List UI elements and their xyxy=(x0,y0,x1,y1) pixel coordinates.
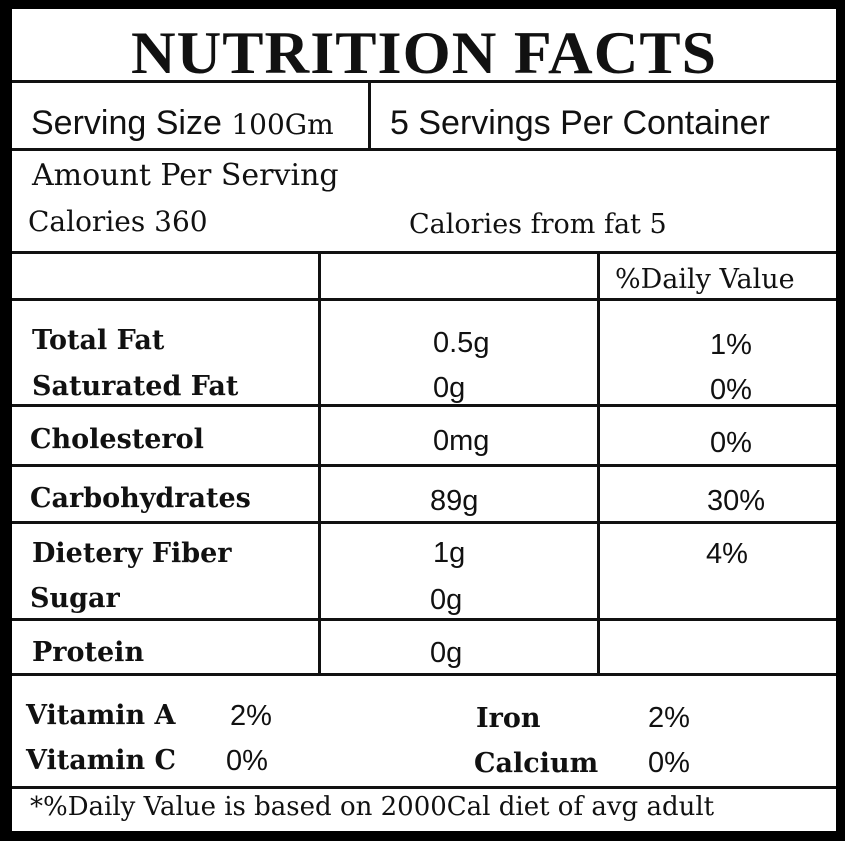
label-title: NUTRITION FACTS xyxy=(130,20,718,86)
divider xyxy=(12,80,836,83)
column-divider xyxy=(597,253,600,674)
divider xyxy=(12,464,836,467)
divider xyxy=(12,786,836,789)
nutrient-amount: 0.5g xyxy=(433,327,490,359)
serving-size: Serving Size 100Gm xyxy=(31,106,334,140)
vitamin-c-value: 0% xyxy=(226,745,268,777)
calcium-label: Calcium xyxy=(474,748,599,779)
calories: Calories 360 xyxy=(28,208,208,236)
nutrient-amount: 1g xyxy=(433,537,466,569)
divider xyxy=(12,251,836,254)
nutrition-label: NUTRITION FACTS Serving Size 100Gm 5 Ser… xyxy=(12,9,836,831)
nutrient-dv: 30% xyxy=(707,485,766,517)
calories-value: 360 xyxy=(154,205,208,238)
calories-label: Calories xyxy=(28,205,146,238)
serving-size-value: 100Gm xyxy=(231,108,334,141)
column-divider xyxy=(318,253,321,674)
servings-per-container: 5 Servings Per Container xyxy=(390,104,770,142)
divider xyxy=(12,673,836,676)
divider xyxy=(12,298,836,301)
calories-from-fat: Calories from fat 5 xyxy=(409,209,667,240)
footnote: *%Daily Value is based on 2000Cal diet o… xyxy=(30,792,715,822)
nutrient-name: Total Fat xyxy=(32,325,165,356)
serving-size-label: Serving Size xyxy=(31,104,222,142)
nutrient-amount: 0mg xyxy=(433,425,490,457)
nutrient-amount: 0g xyxy=(433,372,466,404)
vitamin-c-label: Vitamin C xyxy=(26,745,177,776)
divider xyxy=(12,148,836,151)
iron-label: Iron xyxy=(476,703,541,734)
column-divider xyxy=(368,82,371,149)
amount-per-serving: Amount Per Serving xyxy=(32,158,339,193)
nutrient-name: Protein xyxy=(32,637,145,668)
calcium-value: 0% xyxy=(648,747,690,779)
nutrient-amount: 0g xyxy=(430,584,463,616)
nutrient-name: Carbohydrates xyxy=(30,483,251,514)
nutrient-dv: 0% xyxy=(710,427,752,459)
divider xyxy=(12,618,836,621)
nutrient-name: Sugar xyxy=(30,583,120,614)
nutrient-name: Dietery Fiber xyxy=(32,538,232,569)
divider xyxy=(12,404,836,407)
vitamin-a-label: Vitamin A xyxy=(26,700,176,731)
nutrient-amount: 0g xyxy=(430,637,463,669)
vitamin-a-value: 2% xyxy=(230,700,272,732)
divider xyxy=(12,521,836,524)
daily-value-header: %Daily Value xyxy=(615,264,795,295)
nutrient-dv: 4% xyxy=(706,538,748,570)
nutrient-amount: 89g xyxy=(430,485,479,517)
nutrient-name: Cholesterol xyxy=(30,424,204,455)
iron-value: 2% xyxy=(648,702,690,734)
nutrient-dv: 0% xyxy=(710,374,752,406)
nutrient-dv: 1% xyxy=(710,329,752,361)
nutrient-name: Saturated Fat xyxy=(32,371,239,402)
